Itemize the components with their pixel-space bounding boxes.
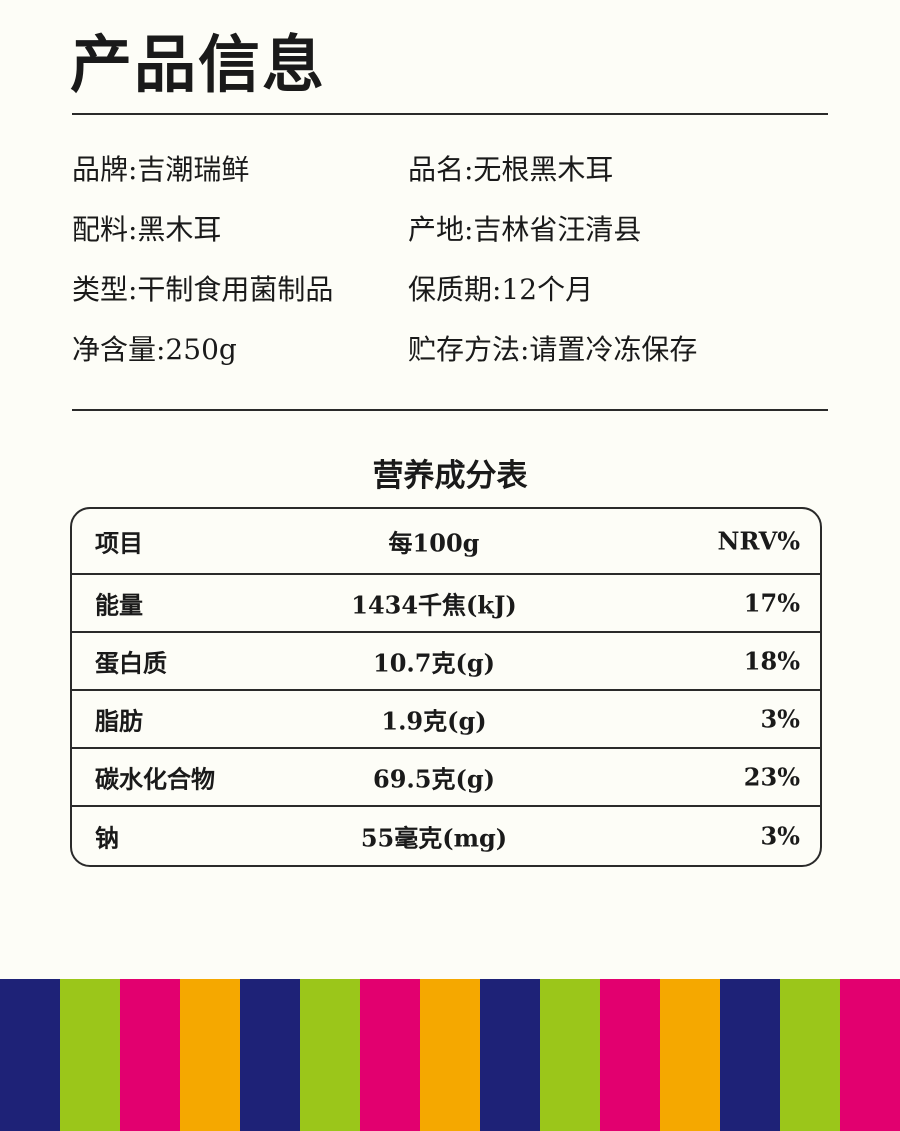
cell-nrv: 17% [743, 588, 800, 618]
table-row: 脂肪 1.9克(g) 3% [72, 691, 820, 749]
stripe [840, 979, 900, 1131]
cell-item: 蛋白质 [95, 648, 167, 678]
header-item: 项目 [95, 528, 143, 558]
stripe [600, 979, 660, 1131]
decorative-stripes [0, 979, 900, 1131]
cell-item: 脂肪 [95, 706, 143, 736]
header-per-100g: 每100g [388, 528, 480, 558]
cell-amount: 1.9克(g) [381, 706, 487, 736]
stripe [360, 979, 420, 1131]
cell-nrv: 23% [743, 762, 800, 792]
stripe [780, 979, 840, 1131]
header-nrv: NRV% [717, 526, 800, 556]
table-row: 碳水化合物 69.5克(g) 23% [72, 749, 820, 807]
stripe [300, 979, 360, 1131]
stripe [0, 979, 60, 1131]
cell-nrv: 18% [743, 646, 800, 676]
nutrition-table: 项目 每100g NRV% 能量 1434千焦(kJ) 17% 蛋白质 10.7… [70, 507, 822, 867]
table-row: 钠 55毫克(mg) 3% [72, 807, 820, 865]
stripe [120, 979, 180, 1131]
info-storage: 贮存方法:请置冷冻保存 [408, 333, 698, 366]
divider [72, 409, 828, 411]
stripe [420, 979, 480, 1131]
stripe [60, 979, 120, 1131]
cell-nrv: 3% [760, 821, 800, 851]
info-brand: 品牌:吉潮瑞鲜 [72, 153, 250, 186]
info-type: 类型:干制食用菌制品 [72, 273, 334, 306]
cell-item: 碳水化合物 [95, 764, 215, 794]
cell-nrv: 3% [760, 704, 800, 734]
stripe [240, 979, 300, 1131]
divider [72, 113, 828, 115]
table-header-row: 项目 每100g NRV% [72, 509, 820, 575]
table-row: 蛋白质 10.7克(g) 18% [72, 633, 820, 691]
stripe [660, 979, 720, 1131]
stripe [480, 979, 540, 1131]
cell-amount: 55毫克(mg) [360, 823, 508, 853]
cell-item: 钠 [95, 823, 119, 853]
table-row: 能量 1434千焦(kJ) 17% [72, 575, 820, 633]
nutrition-table-title: 营养成分表 [372, 458, 528, 494]
stripe [180, 979, 240, 1131]
info-ingredients: 配料:黑木耳 [72, 213, 222, 246]
page-title: 产品信息 [70, 28, 327, 101]
cell-amount: 10.7克(g) [373, 648, 495, 678]
cell-amount: 69.5克(g) [373, 764, 495, 794]
cell-amount: 1434千焦(kJ) [351, 590, 517, 620]
info-origin: 产地:吉林省汪清县 [408, 213, 642, 246]
stripe [720, 979, 780, 1131]
info-shelf-life: 保质期:12个月 [408, 273, 594, 306]
info-product-name: 品名:无根黑木耳 [408, 153, 614, 186]
info-net-weight: 净含量:250g [72, 333, 237, 366]
stripe [540, 979, 600, 1131]
cell-item: 能量 [95, 590, 143, 620]
